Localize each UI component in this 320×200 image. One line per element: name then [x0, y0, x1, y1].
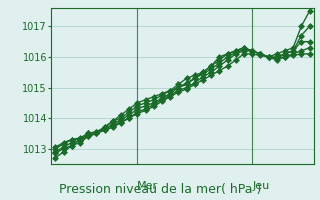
Text: Jeu: Jeu	[252, 181, 269, 191]
Text: Pression niveau de la mer( hPa ): Pression niveau de la mer( hPa )	[59, 183, 261, 196]
Text: Mer: Mer	[137, 181, 158, 191]
